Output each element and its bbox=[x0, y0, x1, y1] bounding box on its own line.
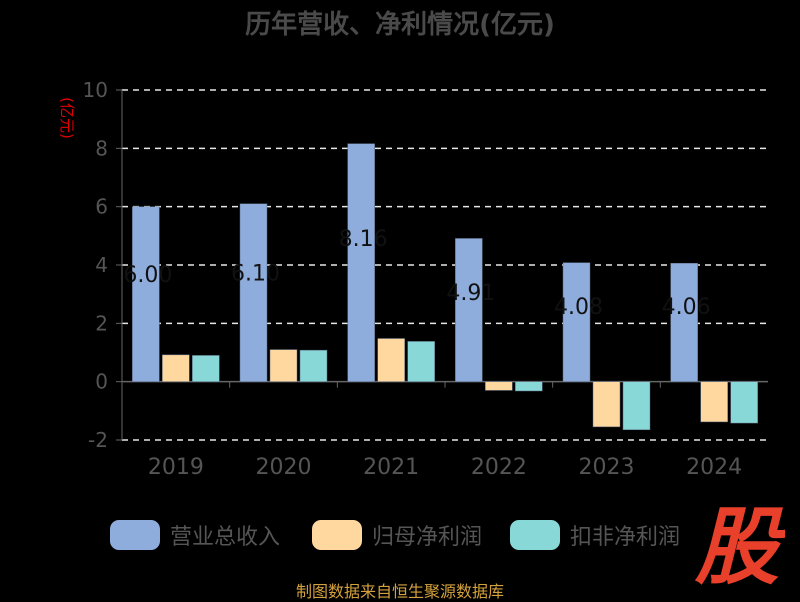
y-tick-label: 0 bbox=[95, 370, 108, 394]
y-tick-label: 10 bbox=[83, 78, 108, 102]
data-label: 8.16 bbox=[339, 227, 388, 252]
bar bbox=[515, 381, 543, 392]
x-tick-label: 2021 bbox=[363, 455, 419, 480]
legend-item-deducted-profit[interactable]: 扣非净利润 bbox=[510, 517, 680, 553]
x-tick-label: 2019 bbox=[148, 455, 204, 480]
data-label: 4.06 bbox=[662, 295, 711, 320]
bar bbox=[299, 349, 328, 382]
legend-label-net-profit: 归母净利润 bbox=[372, 525, 483, 550]
bar bbox=[132, 206, 160, 382]
bar bbox=[162, 354, 190, 382]
y-tick-label: -2 bbox=[88, 428, 108, 452]
chart-title: 历年营收、净利情况(亿元) bbox=[245, 10, 555, 40]
data-label: 6.10 bbox=[231, 261, 280, 286]
legend-label-deducted-profit: 扣非净利润 bbox=[570, 525, 681, 550]
data-label: 4.08 bbox=[554, 295, 603, 320]
bar bbox=[455, 238, 483, 382]
stock-logo-icon: 股 bbox=[694, 500, 785, 590]
y-axis-label: (亿元) bbox=[58, 97, 76, 139]
bar bbox=[592, 381, 621, 428]
y-tick-label: 4 bbox=[95, 253, 108, 277]
x-tick-label: 2020 bbox=[256, 455, 312, 480]
y-tick-label: 8 bbox=[95, 136, 108, 160]
bar bbox=[485, 381, 513, 391]
data-label: 4.91 bbox=[446, 281, 495, 306]
x-tick-label: 2023 bbox=[579, 455, 635, 480]
legend-swatch-deducted-profit bbox=[510, 520, 560, 550]
bar bbox=[407, 341, 435, 382]
x-tick-label: 2024 bbox=[686, 455, 742, 480]
legend-item-net-profit[interactable]: 归母净利润 bbox=[312, 517, 482, 553]
bar bbox=[377, 338, 405, 382]
bar bbox=[730, 381, 758, 424]
x-tick-label: 2022 bbox=[471, 455, 527, 480]
bar bbox=[192, 355, 220, 382]
legend-swatch-revenue bbox=[110, 520, 160, 550]
bar bbox=[562, 262, 591, 382]
bar bbox=[347, 143, 375, 382]
legend-swatch-net-profit bbox=[312, 520, 362, 550]
bar bbox=[239, 203, 268, 382]
bar bbox=[670, 263, 698, 382]
bar bbox=[622, 381, 651, 431]
data-label: 6.00 bbox=[123, 263, 172, 288]
svg-text:股: 股 bbox=[694, 500, 785, 590]
data-source-note: 制图数据来自恒生聚源数据库 bbox=[295, 582, 504, 601]
bar bbox=[269, 349, 298, 382]
legend-item-revenue[interactable]: 营业总收入 bbox=[110, 517, 280, 553]
legend-label-revenue: 营业总收入 bbox=[170, 525, 281, 550]
stock-logo: 股 bbox=[690, 500, 785, 590]
bar bbox=[700, 381, 728, 423]
y-tick-label: 2 bbox=[95, 311, 108, 335]
legend: 营业总收入 归母净利润 扣非净利润 bbox=[0, 517, 800, 557]
y-tick-label: 6 bbox=[95, 195, 108, 219]
